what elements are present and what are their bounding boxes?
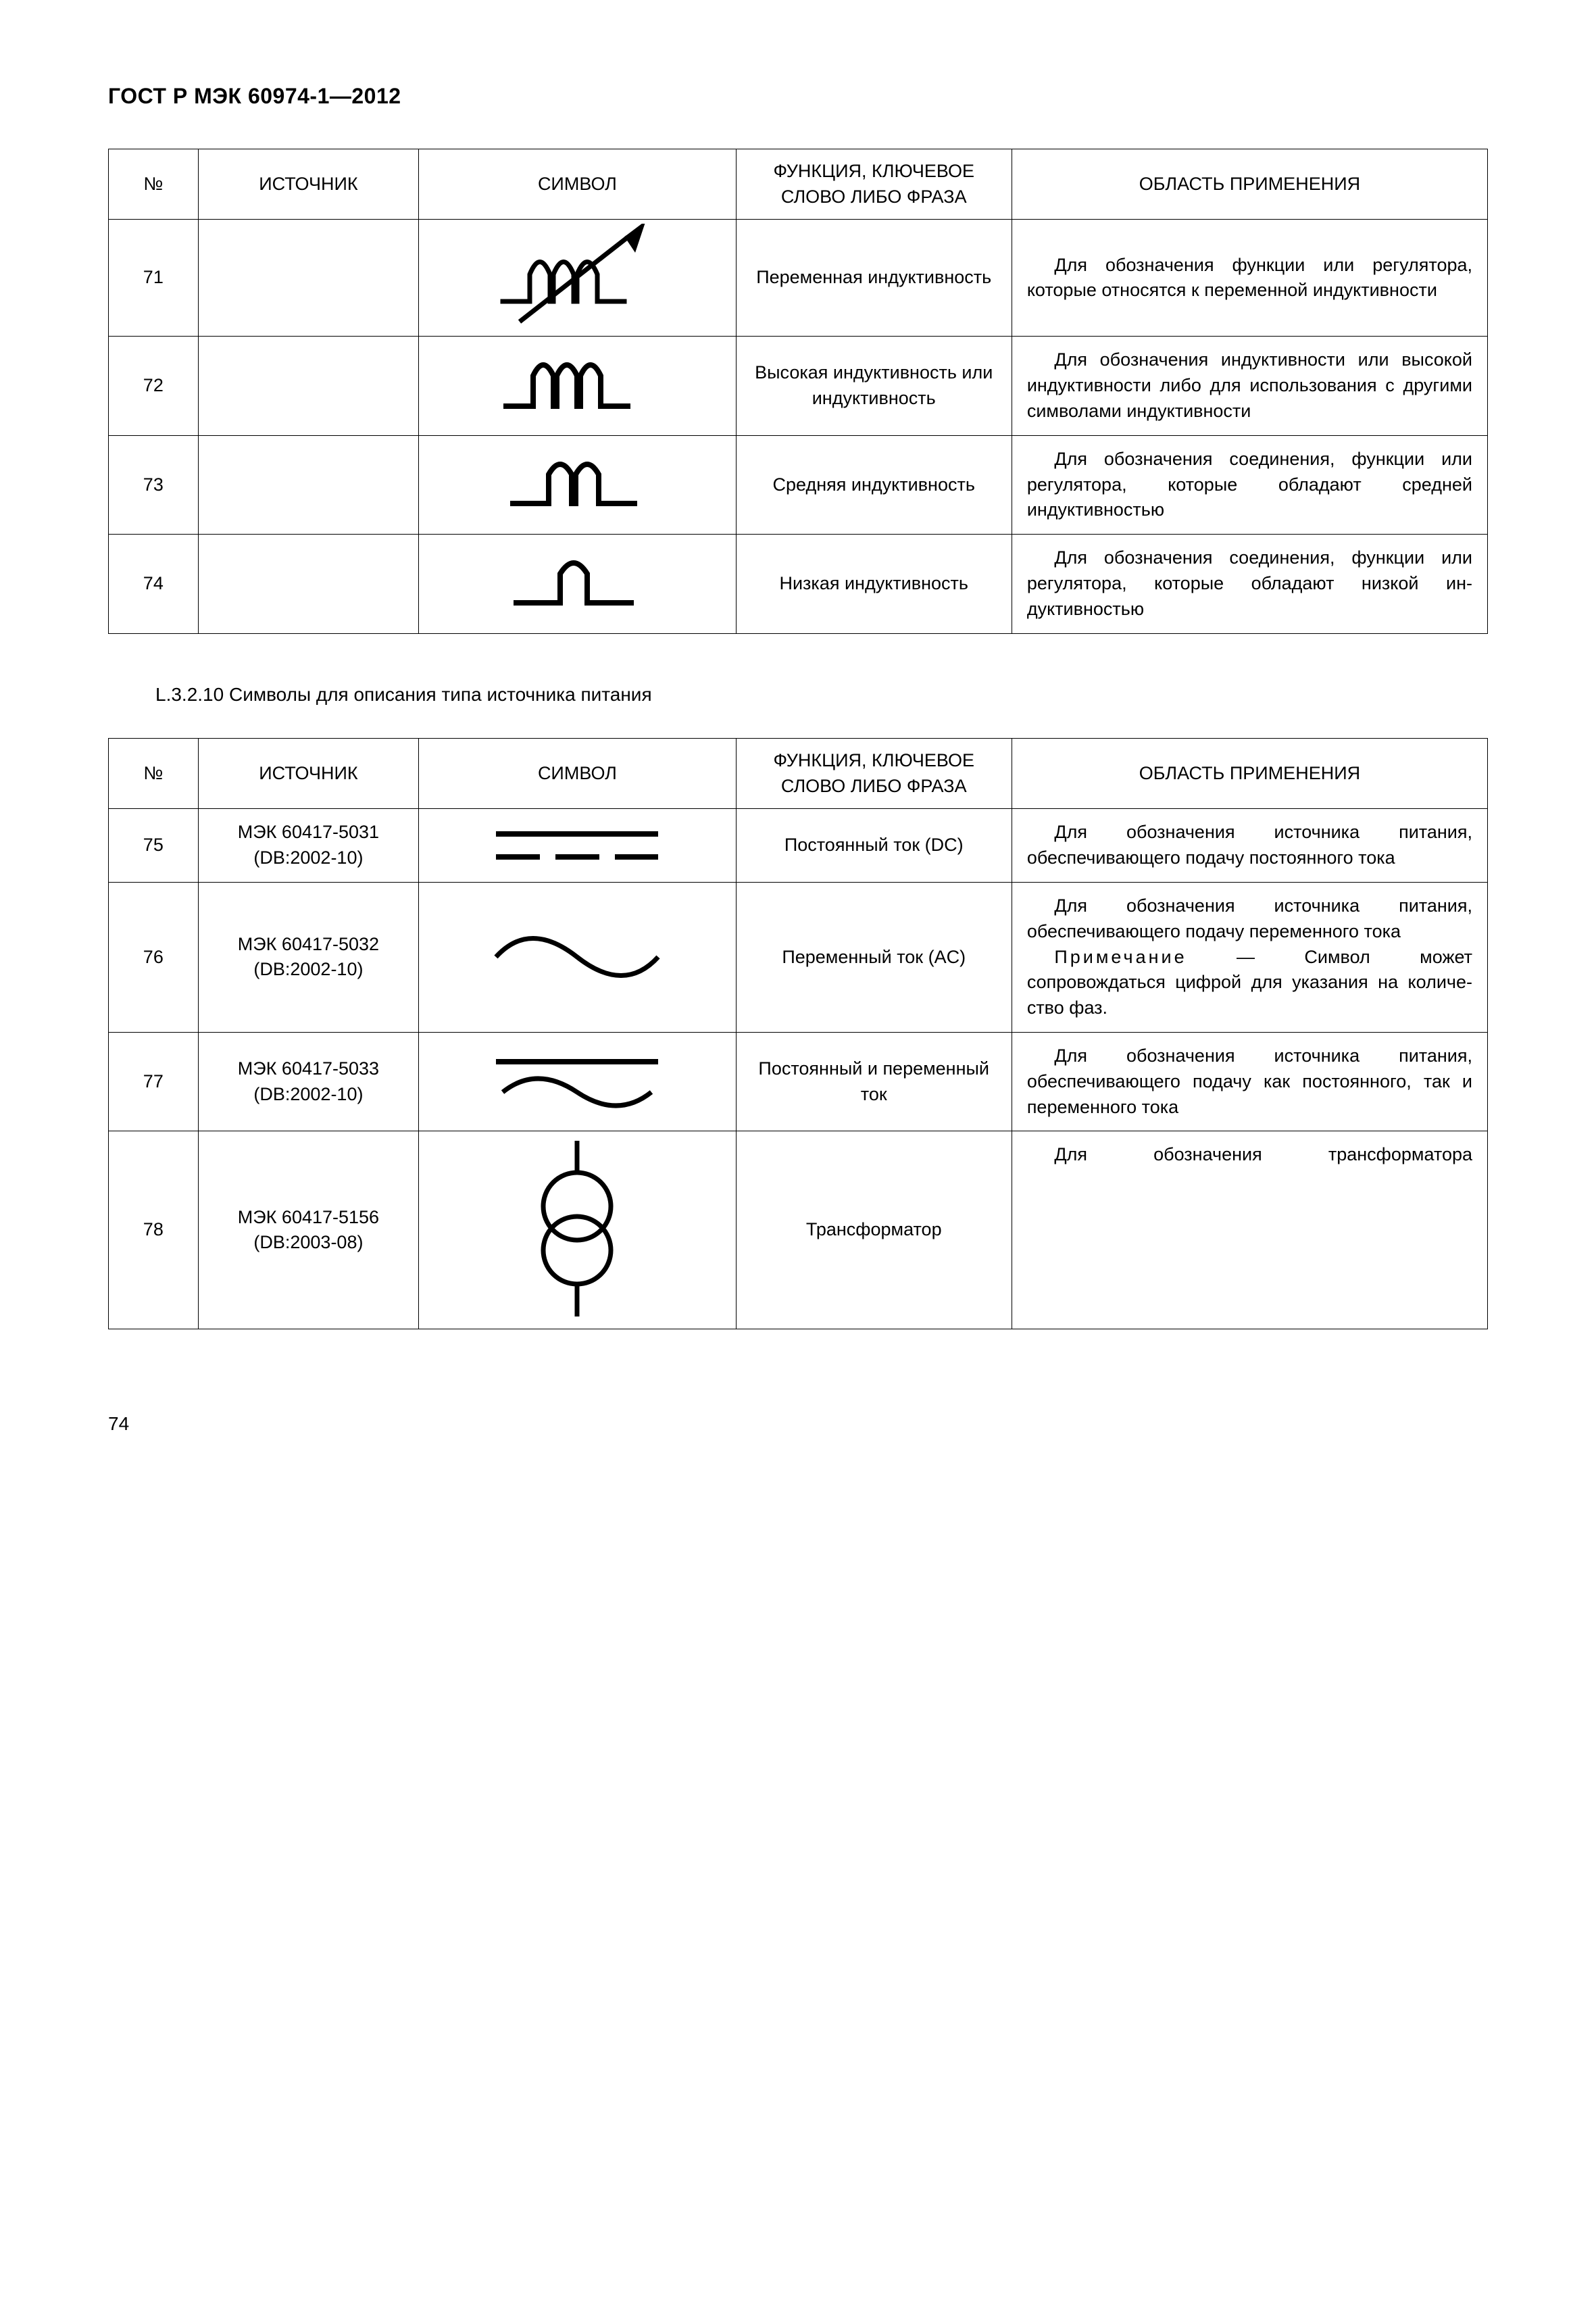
row-function: Постоянный и переменный ток <box>736 1032 1012 1131</box>
dc-ac-icon <box>476 1045 678 1119</box>
row-function: Трансформатор <box>736 1131 1012 1329</box>
col-application: ОБЛАСТЬ ПРИМЕНЕНИЯ <box>1012 738 1487 809</box>
row-source <box>198 435 419 534</box>
row-symbol <box>419 882 736 1032</box>
row-application: Для обозначения соедине­ния, функции или… <box>1012 535 1487 633</box>
row-function: Переменный ток (AC) <box>736 882 1012 1032</box>
table-row: 72 Высокая индуктивность или индуктивнос… <box>109 337 1488 435</box>
row-num: 75 <box>109 809 199 883</box>
row-num: 77 <box>109 1032 199 1131</box>
src-line2: (DB:2002-10) <box>253 959 363 979</box>
col-num: № <box>109 149 199 220</box>
table-row: 74 Низкая индуктивность Для обозначения … <box>109 535 1488 633</box>
table-row: 73 Средняя индуктивность Для обозначения… <box>109 435 1488 534</box>
table-row: 71 Переменная индуктивность Для обозначе… <box>109 220 1488 337</box>
row-application: Для обозначения источни­ка питания, обес… <box>1012 1032 1487 1131</box>
variable-inductance-icon <box>489 224 665 332</box>
col-function: ФУНКЦИЯ, КЛЮЧЕВОЕ СЛОВО ЛИБО ФРАЗА <box>736 738 1012 809</box>
table-header-row: № ИСТОЧНИК СИМВОЛ ФУНКЦИЯ, КЛЮЧЕВОЕ СЛОВ… <box>109 149 1488 220</box>
row-source: МЭК 60417-5032 (DB:2002-10) <box>198 882 419 1032</box>
col-source: ИСТОЧНИК <box>198 738 419 809</box>
row-symbol <box>419 809 736 883</box>
row-symbol <box>419 535 736 633</box>
row-num: 73 <box>109 435 199 534</box>
high-inductance-icon <box>496 349 658 423</box>
row-symbol <box>419 1032 736 1131</box>
table-row: 75 МЭК 60417-5031 (DB:2002-10) Постоянны… <box>109 809 1488 883</box>
col-function: ФУНКЦИЯ, КЛЮЧЕВОЕ СЛОВО ЛИБО ФРАЗА <box>736 149 1012 220</box>
row-function: Переменная индуктивность <box>736 220 1012 337</box>
medium-inductance-icon <box>496 451 658 518</box>
row-symbol <box>419 435 736 534</box>
low-inductance-icon <box>496 550 658 618</box>
row-application: Для обозначения соедине­ния, функции или… <box>1012 435 1487 534</box>
dc-icon <box>476 815 678 876</box>
row-application: Для обозначения индуктив­ности или высок… <box>1012 337 1487 435</box>
table-row: 78 МЭК 60417-5156 (DB:2003-08) Трансформ… <box>109 1131 1488 1329</box>
col-symbol: СИМВОЛ <box>419 738 736 809</box>
src-line1: МЭК 60417-5033 <box>238 1058 379 1079</box>
src-line2: (DB:2002-10) <box>253 1084 363 1104</box>
row-source <box>198 220 419 337</box>
row-num: 76 <box>109 882 199 1032</box>
row-num: 71 <box>109 220 199 337</box>
src-line1: МЭК 60417-5156 <box>238 1207 379 1227</box>
symbols-table-1: № ИСТОЧНИК СИМВОЛ ФУНКЦИЯ, КЛЮЧЕВОЕ СЛОВ… <box>108 149 1488 634</box>
app-main: Для обозначения источни­ка питания, обес… <box>1027 895 1472 941</box>
row-num: 74 <box>109 535 199 633</box>
section-title: L.3.2.10 Символы для описания типа источ… <box>155 681 1488 708</box>
src-line2: (DB:2003-08) <box>253 1232 363 1252</box>
row-source <box>198 337 419 435</box>
row-source: МЭК 60417-5031 (DB:2002-10) <box>198 809 419 883</box>
src-line1: МЭК 60417-5032 <box>238 934 379 954</box>
row-function: Высокая индуктивность или индуктивность <box>736 337 1012 435</box>
src-line1: МЭК 60417-5031 <box>238 822 379 842</box>
col-source: ИСТОЧНИК <box>198 149 419 220</box>
table-row: 77 МЭК 60417-5033 (DB:2002-10) Постоянны… <box>109 1032 1488 1131</box>
row-application: Для обозначения транс­форматора <box>1012 1131 1487 1329</box>
src-line2: (DB:2002-10) <box>253 847 363 868</box>
table-row: 76 МЭК 60417-5032 (DB:2002-10) Переменны… <box>109 882 1488 1032</box>
note-label: Примечание <box>1054 947 1187 967</box>
transformer-icon <box>509 1135 645 1325</box>
symbols-table-2: № ИСТОЧНИК СИМВОЛ ФУНКЦИЯ, КЛЮЧЕВОЕ СЛОВ… <box>108 738 1488 1330</box>
row-source <box>198 535 419 633</box>
row-application: Для обозначения источни­ка питания, обес… <box>1012 882 1487 1032</box>
row-source: МЭК 60417-5156 (DB:2003-08) <box>198 1131 419 1329</box>
table-header-row: № ИСТОЧНИК СИМВОЛ ФУНКЦИЯ, КЛЮЧЕВОЕ СЛОВ… <box>109 738 1488 809</box>
row-source: МЭК 60417-5033 (DB:2002-10) <box>198 1032 419 1131</box>
row-function: Низкая индуктивность <box>736 535 1012 633</box>
doc-header: ГОСТ Р МЭК 60974-1—2012 <box>108 81 1488 112</box>
row-application: Для обозначения функции или регулятора, … <box>1012 220 1487 337</box>
col-application: ОБЛАСТЬ ПРИМЕНЕНИЯ <box>1012 149 1487 220</box>
row-num: 78 <box>109 1131 199 1329</box>
ac-icon <box>476 920 678 994</box>
row-num: 72 <box>109 337 199 435</box>
col-num: № <box>109 738 199 809</box>
row-symbol <box>419 1131 736 1329</box>
row-symbol <box>419 337 736 435</box>
row-application: Для обозначения источни­ка питания, обес… <box>1012 809 1487 883</box>
row-symbol <box>419 220 736 337</box>
row-function: Средняя индуктивность <box>736 435 1012 534</box>
col-symbol: СИМВОЛ <box>419 149 736 220</box>
row-function: Постоянный ток (DC) <box>736 809 1012 883</box>
page-number: 74 <box>108 1410 1488 1437</box>
